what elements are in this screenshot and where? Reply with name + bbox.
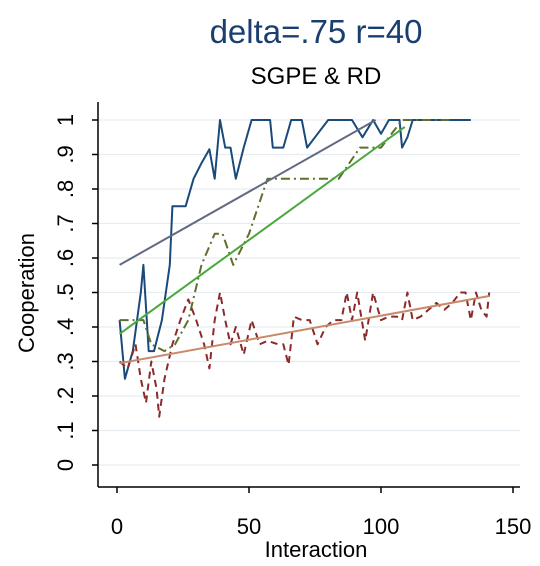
y-axis-ticks: 0 .1 .2 .3 .4 .5 .6 .7 .8 .9 1 — [53, 114, 98, 471]
series-line-4 — [119, 119, 377, 266]
x-tick-label: 0 — [111, 514, 123, 539]
series-group — [118, 119, 491, 418]
y-tick-label: .2 — [53, 387, 78, 405]
y-tick-label: .1 — [53, 421, 78, 439]
y-tick-label: .6 — [53, 249, 78, 267]
y-tick-label: .5 — [53, 283, 78, 301]
chart-subtitle: SGPE & RD — [251, 63, 382, 90]
y-tick-label: 0 — [53, 459, 78, 471]
y-tick-label: .3 — [53, 352, 78, 370]
y-tick-label: .8 — [53, 180, 78, 198]
y-tick-label: .7 — [53, 214, 78, 232]
x-tick-label: 150 — [495, 514, 532, 539]
y-axis-label: Cooperation — [14, 233, 39, 353]
series-line-3 — [118, 291, 491, 418]
chart-title: delta=.75 r=40 — [210, 13, 423, 50]
x-axis-label: Interaction — [265, 537, 368, 562]
x-axis-ticks: 0 50 100 150 — [111, 487, 531, 539]
y-tick-label: .9 — [53, 145, 78, 163]
x-tick-label: 100 — [363, 514, 400, 539]
series-line-5 — [119, 126, 406, 335]
series-line-1 — [118, 119, 471, 380]
x-tick-label: 50 — [237, 514, 261, 539]
gridlines — [98, 119, 520, 466]
series-line-6 — [119, 295, 490, 365]
y-tick-label: 1 — [53, 114, 78, 126]
series-line-2 — [119, 119, 450, 353]
y-tick-label: .4 — [53, 318, 78, 336]
